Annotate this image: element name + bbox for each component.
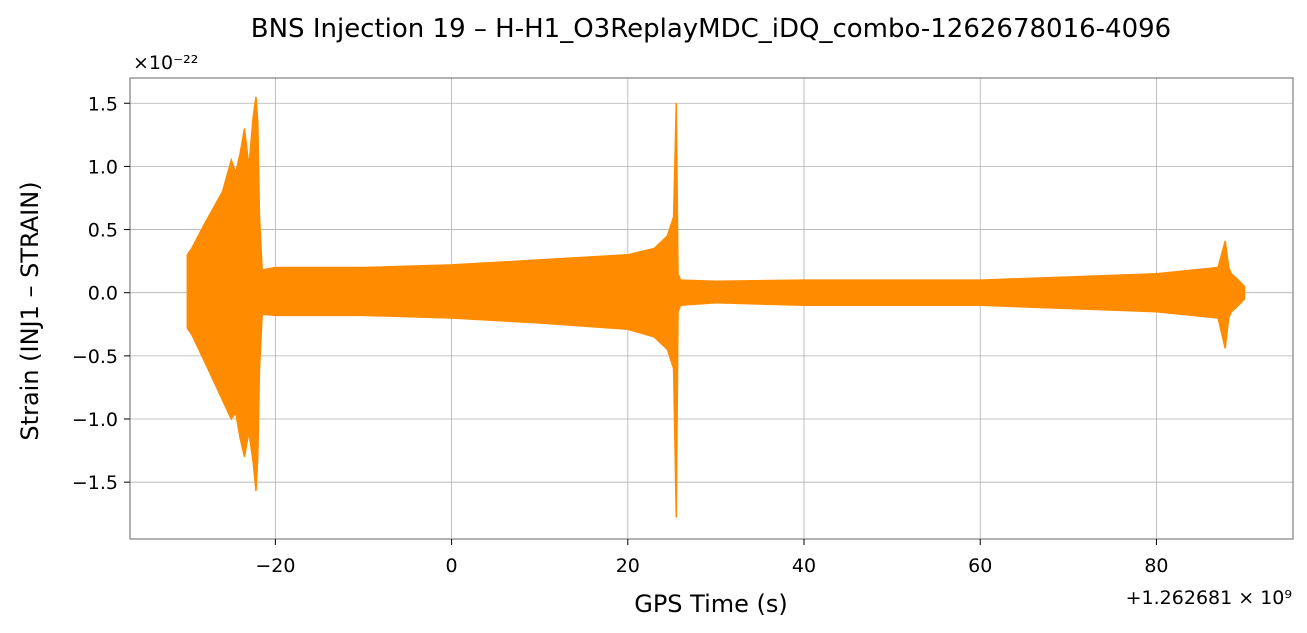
- x-offset-text: +1.262681 × 10⁹: [1126, 587, 1292, 609]
- y-tick-label: −0.5: [72, 346, 118, 368]
- y-multiplier-text: ×10⁻²²: [133, 52, 198, 74]
- tick-labels: −20 0 20 40 60 80 −1.5 −1.0 −0.5 0.0 0.5 1.0 1.5: [72, 93, 1169, 577]
- chart-title: BNS Injection 19 – H-H1_O3ReplayMDC_iDQ_…: [251, 14, 1171, 44]
- y-tick-label: 0.5: [88, 220, 118, 242]
- x-tick-label: −20: [255, 555, 295, 577]
- x-tick-label: 20: [616, 555, 640, 577]
- y-tick-label: 0.0: [88, 283, 118, 305]
- x-axis-label: GPS Time (s): [634, 590, 788, 618]
- y-axis-label: Strain (INJ1 – STRAIN): [16, 181, 44, 440]
- y-tick-label: −1.5: [72, 472, 118, 494]
- x-tick-label: 40: [792, 555, 816, 577]
- x-tick-label: 0: [446, 555, 458, 577]
- x-tick-label: 80: [1144, 555, 1168, 577]
- x-tick-label: 60: [968, 555, 992, 577]
- y-tick-label: 1.0: [88, 156, 118, 178]
- ticks: [124, 102, 1157, 545]
- strain-waveform-series: [186, 96, 1246, 518]
- plot-frame: [129, 77, 1294, 540]
- y-tick-label: −1.0: [72, 409, 118, 431]
- y-tick-label: 1.5: [88, 93, 118, 115]
